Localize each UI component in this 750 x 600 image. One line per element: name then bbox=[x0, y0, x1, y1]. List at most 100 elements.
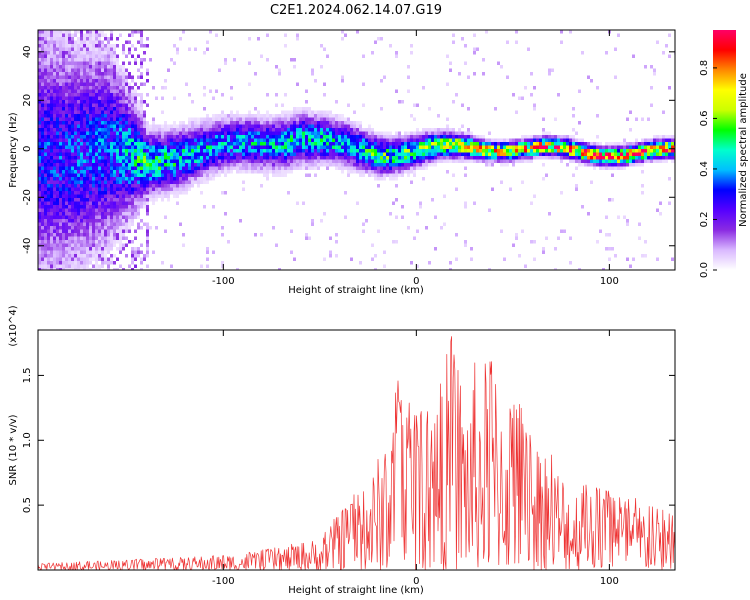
spectrogram-cell bbox=[38, 117, 41, 121]
spectrogram-cell bbox=[71, 152, 74, 156]
spectrogram-cell bbox=[215, 138, 218, 142]
spectrogram-cell bbox=[89, 54, 92, 58]
spectrogram-cell bbox=[362, 145, 365, 149]
spectrogram-cell bbox=[608, 233, 611, 237]
spectrogram-cell bbox=[134, 131, 137, 135]
spectrogram-cell bbox=[47, 212, 50, 216]
spectrogram-cell bbox=[86, 89, 89, 93]
spectrogram-cell bbox=[650, 142, 653, 146]
spectrogram-cell bbox=[116, 65, 119, 69]
spectrogram-cell bbox=[56, 198, 59, 202]
spectrogram-cell bbox=[113, 261, 116, 265]
spectrogram-cell bbox=[95, 201, 98, 205]
spectrogram-cell bbox=[77, 261, 80, 265]
spectrogram-cell bbox=[89, 229, 92, 233]
spectrogram-cell bbox=[110, 166, 113, 170]
spectrogram-cell bbox=[134, 205, 137, 209]
spectrogram-cell bbox=[65, 30, 68, 34]
spectrogram-cell bbox=[605, 163, 608, 167]
spectrogram-cell bbox=[89, 156, 92, 160]
spectrogram-cell bbox=[392, 170, 395, 174]
spectrogram-cell bbox=[203, 149, 206, 153]
spectrogram-cell bbox=[119, 103, 122, 107]
spectrogram-cell bbox=[350, 166, 353, 170]
spectrogram-cell bbox=[203, 93, 206, 97]
spectrogram-cell bbox=[137, 184, 140, 188]
spectrogram-cell bbox=[140, 65, 143, 69]
spectrogram-cell bbox=[269, 149, 272, 153]
spectrogram-cell bbox=[440, 152, 443, 156]
spectrogram-cell bbox=[194, 121, 197, 125]
spectrogram-cell bbox=[83, 219, 86, 223]
spectrogram-cell bbox=[65, 100, 68, 104]
spectrogram-cell bbox=[143, 58, 146, 62]
spectrogram-cell bbox=[125, 93, 128, 97]
spectrogram-cell bbox=[119, 215, 122, 219]
spectrogram-cell bbox=[137, 156, 140, 160]
spectrogram-cell bbox=[476, 159, 479, 163]
spectrogram-cell bbox=[302, 117, 305, 121]
spectrogram-cell bbox=[119, 86, 122, 90]
spectrogram-cell bbox=[575, 145, 578, 149]
spectrogram-cell bbox=[53, 159, 56, 163]
spectrogram-cell bbox=[101, 117, 104, 121]
spectrogram-cell bbox=[413, 170, 416, 174]
spectrogram-cell bbox=[125, 75, 128, 79]
spectrogram-cell bbox=[248, 110, 251, 114]
spectrogram-cell bbox=[68, 205, 71, 209]
spectrogram-cell bbox=[203, 128, 206, 132]
spectrogram-cell bbox=[410, 163, 413, 167]
spectrogram-cell bbox=[134, 212, 137, 216]
spectrogram-cell bbox=[50, 54, 53, 58]
spectrogram-cell bbox=[80, 191, 83, 195]
spectrogram-cell bbox=[83, 240, 86, 244]
spectrogram-cell bbox=[335, 124, 338, 128]
spectrogram-cell bbox=[428, 131, 431, 135]
spectrogram-cell bbox=[296, 117, 299, 121]
spectrogram-cell bbox=[80, 166, 83, 170]
spectrogram-cell bbox=[104, 135, 107, 139]
spectrogram-cell bbox=[179, 184, 182, 188]
spectrogram-cell bbox=[89, 72, 92, 76]
spectrogram-cell bbox=[374, 149, 377, 153]
spectrogram-cell bbox=[524, 86, 527, 90]
spectrogram-cell bbox=[317, 166, 320, 170]
spectrogram-cell bbox=[149, 198, 152, 202]
spectrogram-cell bbox=[191, 170, 194, 174]
spectrogram-cell bbox=[38, 142, 41, 146]
spectrogram-cell bbox=[242, 170, 245, 174]
spectrogram-cell bbox=[170, 163, 173, 167]
spectrogram-cell bbox=[623, 215, 626, 219]
spectrogram-cell bbox=[74, 208, 77, 212]
spectrogram-cell bbox=[194, 177, 197, 181]
spectrogram-cell bbox=[98, 121, 101, 125]
spectrogram-cell bbox=[77, 75, 80, 79]
spectrogram-cell bbox=[53, 40, 56, 44]
spectrogram-cell bbox=[50, 30, 53, 34]
spectrogram-cell bbox=[104, 159, 107, 163]
spectrogram-cell bbox=[221, 131, 224, 135]
spectrogram-cell bbox=[476, 145, 479, 149]
spectrogram-cell bbox=[101, 54, 104, 58]
spectrogram-cell bbox=[71, 135, 74, 139]
spectrogram-cell bbox=[101, 30, 104, 34]
spectrogram-cell bbox=[92, 184, 95, 188]
spectrogram-cell bbox=[107, 40, 110, 44]
spectrogram-cell bbox=[518, 142, 521, 146]
spectrogram-cell bbox=[305, 128, 308, 132]
spectrogram-cell bbox=[146, 250, 149, 254]
spectrogram-cell bbox=[110, 152, 113, 156]
spectrogram-cell bbox=[110, 177, 113, 181]
spectrogram-cell bbox=[128, 135, 131, 139]
spectrogram-cell bbox=[56, 135, 59, 139]
spectrogram-cell bbox=[359, 138, 362, 142]
spectrogram-cell bbox=[185, 142, 188, 146]
spectrogram-cell bbox=[101, 131, 104, 135]
spectrogram-cell bbox=[50, 156, 53, 160]
spectrogram-cell bbox=[71, 124, 74, 128]
spectrogram-cell bbox=[119, 219, 122, 223]
spectrogram-cell bbox=[77, 138, 80, 142]
spectrogram-cell bbox=[362, 170, 365, 174]
spectrogram-cell bbox=[425, 135, 428, 139]
spectrogram-cell bbox=[113, 138, 116, 142]
